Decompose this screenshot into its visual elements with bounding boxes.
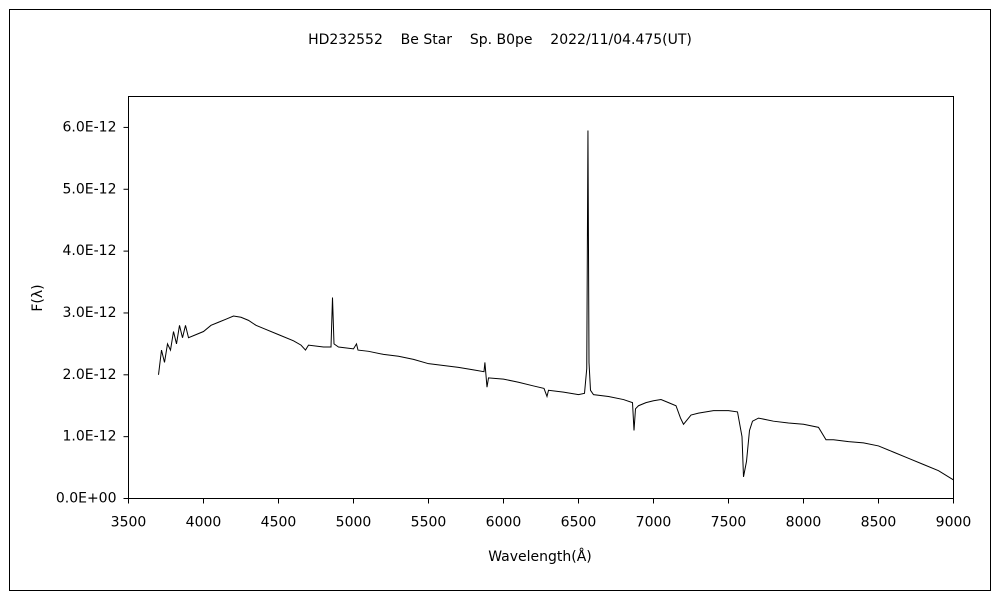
y-tick-label: 6.0E-12 [63, 119, 117, 135]
x-tick-label: 6000 [486, 515, 522, 531]
spectrum-line [158, 130, 954, 481]
y-tick-label: 3.0E-12 [63, 305, 117, 321]
x-tick-label: 5500 [411, 515, 447, 531]
x-tick-label: 8500 [861, 515, 897, 531]
plot-area [128, 96, 954, 499]
chart-frame [9, 9, 991, 591]
chart-title: HD232552 Be Star Sp. B0pe 2022/11/04.475… [308, 32, 692, 48]
x-tick-label: 4500 [261, 515, 297, 531]
y-axis-label: F(λ) [30, 284, 46, 311]
x-tick-label: 7500 [711, 515, 747, 531]
y-tick-label: 1.0E-12 [63, 429, 117, 445]
x-axis-label: Wavelength(Å) [488, 548, 592, 565]
x-tick-label: 9000 [936, 515, 972, 531]
x-tick-label: 3500 [111, 515, 147, 531]
y-tick-label: 2.0E-12 [63, 367, 117, 383]
x-tick-label: 7000 [636, 515, 672, 531]
x-tick-label: 4000 [186, 515, 222, 531]
y-tick-label: 0.0E+00 [56, 491, 117, 507]
x-tick-label: 8000 [786, 515, 822, 531]
y-tick-label: 4.0E-12 [63, 243, 117, 259]
x-tick-label: 6500 [561, 515, 597, 531]
y-tick-label: 5.0E-12 [63, 181, 117, 197]
x-tick-label: 5000 [336, 515, 372, 531]
